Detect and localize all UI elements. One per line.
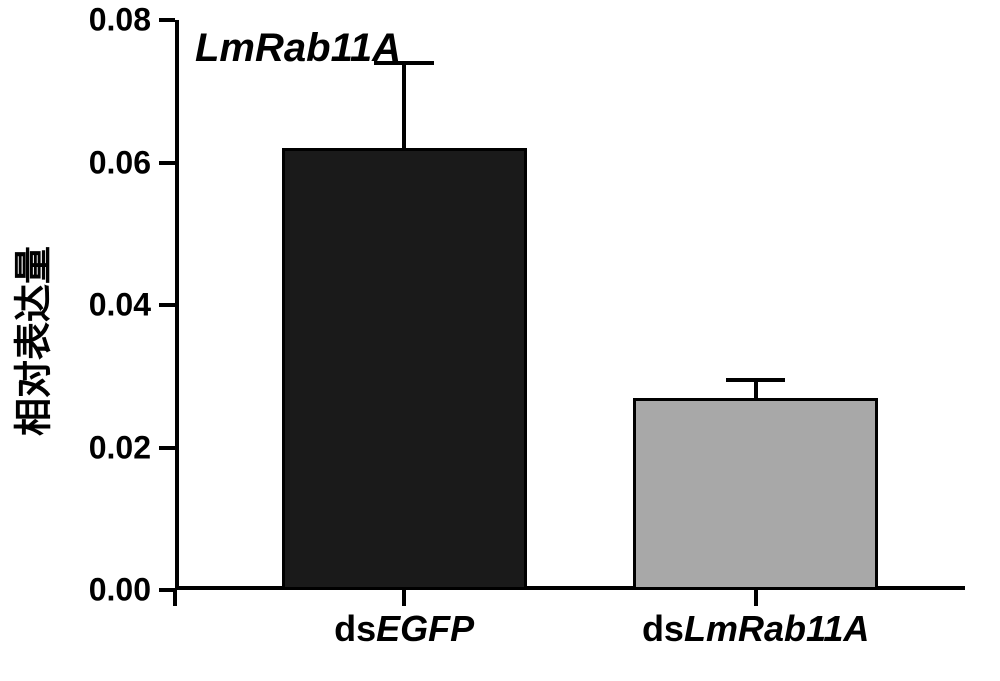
error-bar	[754, 380, 758, 398]
y-tick-label: 0.02	[89, 429, 175, 466]
y-tick-label: 0.08	[89, 2, 175, 39]
y-tick-label: 0.06	[89, 144, 175, 181]
error-cap	[374, 61, 433, 65]
plot-area: LmRab11A 0.000.020.040.060.08dsEGFPdsLmR…	[175, 20, 965, 590]
y-tick-label: 0.00	[89, 572, 175, 609]
x-tick	[173, 590, 177, 606]
x-tick-label: dsLmRab11A	[642, 590, 869, 650]
bar	[633, 398, 878, 590]
bar-chart: 相对表达量 LmRab11A 0.000.020.040.060.08dsEGF…	[0, 0, 1000, 681]
y-axis-title: 相对表达量	[3, 245, 58, 435]
error-bar	[402, 63, 406, 149]
chart-title: LmRab11A	[195, 26, 401, 71]
error-cap	[726, 378, 785, 382]
y-axis	[175, 20, 179, 590]
y-tick-label: 0.04	[89, 287, 175, 324]
bar	[282, 148, 527, 590]
x-tick-label: dsEGFP	[334, 590, 474, 650]
